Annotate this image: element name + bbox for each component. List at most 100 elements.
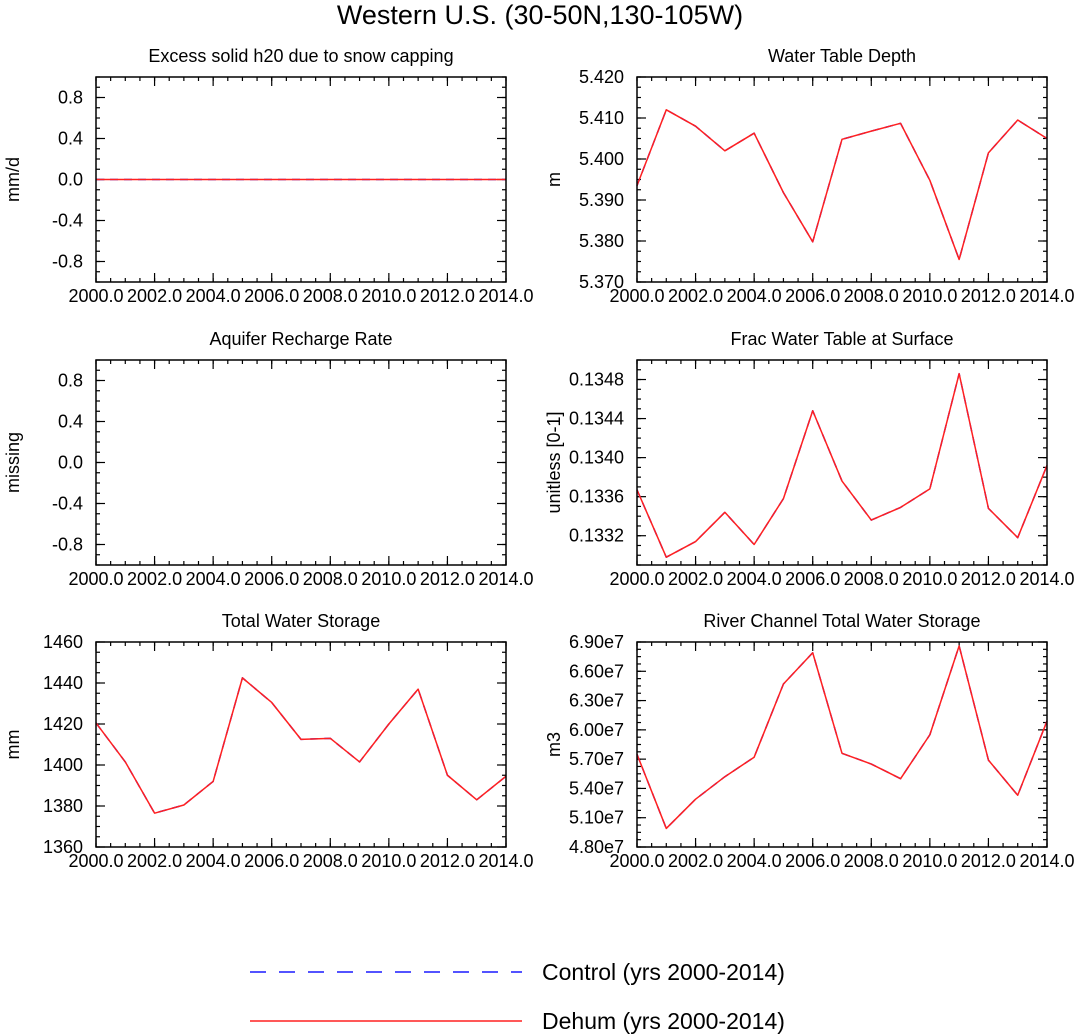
legend: Control (yrs 2000-2014) Dehum (yrs 2000-… — [250, 959, 785, 1034]
series-line-control — [636, 109, 1048, 261]
x-tick-label: 2008.0 — [303, 851, 358, 871]
panel-2: Water Table Depth m 2000.0 2002.0 2004.0 2006… — [544, 46, 1075, 306]
series-line-dehum — [95, 677, 507, 814]
y-axis-label: m3 — [544, 732, 564, 757]
panels: Excess solid h20 due to snow capping mm/d… — [3, 46, 1075, 871]
y-axis-label: mm/d — [3, 157, 23, 202]
x-tick-label: 2002.0 — [668, 286, 723, 306]
x-tick-label: 2000.0 — [68, 851, 123, 871]
x-tick-label: 2004.0 — [186, 286, 241, 306]
panel-title: Total Water Storage — [222, 611, 380, 631]
x-tick-label: 2012.0 — [420, 286, 475, 306]
panel-title: River Channel Total Water Storage — [703, 611, 980, 631]
x-tick-label: 2008.0 — [303, 569, 358, 589]
legend-control-label: Control (yrs 2000-2014) — [542, 959, 785, 985]
y-tick-label: 5.10e7 — [569, 808, 624, 828]
y-axis-label: m — [544, 172, 564, 187]
series-line-control — [636, 372, 1048, 558]
x-tick-label: 2014.0 — [478, 851, 533, 871]
y-tick-label: -0.4 — [52, 211, 83, 231]
x-tick-label: 2006.0 — [785, 569, 840, 589]
y-tick-label: 0.4 — [58, 412, 83, 432]
y-tick-label: -0.4 — [52, 494, 83, 514]
y-tick-label: 0.0 — [58, 170, 83, 190]
series-line-control — [636, 645, 1048, 830]
x-tick-label: 2002.0 — [668, 569, 723, 589]
x-tick-label: 2012.0 — [420, 851, 475, 871]
x-tick-label: 2004.0 — [727, 569, 782, 589]
x-tick-label: 2008.0 — [844, 286, 899, 306]
y-tick-label: 5.370 — [579, 272, 624, 292]
panel-title: Aquifer Recharge Rate — [209, 329, 392, 349]
x-tick-label: 2014.0 — [1019, 851, 1074, 871]
plot-frame — [636, 76, 1048, 283]
x-tick-label: 2004.0 — [186, 569, 241, 589]
y-tick-label: 1400 — [43, 755, 83, 775]
x-tick-label: 2012.0 — [961, 851, 1016, 871]
x-tick-label: 2004.0 — [727, 286, 782, 306]
y-axis-label: unitless [0-1] — [544, 411, 564, 513]
y-tick-label: 0.8 — [58, 371, 83, 391]
panel-5: Total Water Storage mm 2000.0 2002.0 2004.0 2… — [3, 611, 534, 871]
y-tick-label: -0.8 — [52, 535, 83, 555]
y-axis-label: mm — [3, 730, 23, 760]
y-tick-label: 1360 — [43, 837, 83, 857]
series-line-dehum — [636, 372, 1048, 558]
x-tick-label: 2002.0 — [127, 286, 182, 306]
x-tick-label: 2008.0 — [844, 569, 899, 589]
x-tick-label: 2002.0 — [127, 569, 182, 589]
panel-4: Frac Water Table at Surface unitless [0-1… — [544, 329, 1075, 589]
x-tick-label: 2012.0 — [420, 569, 475, 589]
y-tick-label: 1380 — [43, 796, 83, 816]
x-tick-label: 2002.0 — [127, 851, 182, 871]
x-tick-label: 2002.0 — [668, 851, 723, 871]
y-tick-label: 6.90e7 — [569, 632, 624, 652]
x-tick-label: 2010.0 — [361, 286, 416, 306]
x-tick-label: 2000.0 — [609, 569, 664, 589]
x-tick-label: 2010.0 — [902, 569, 957, 589]
y-tick-label: 6.30e7 — [569, 691, 624, 711]
x-tick-label: 2006.0 — [785, 851, 840, 871]
panel-1: Excess solid h20 due to snow capping mm/d… — [3, 46, 534, 306]
panel-title: Frac Water Table at Surface — [730, 329, 953, 349]
y-tick-label: 5.400 — [579, 149, 624, 169]
x-tick-label: 2014.0 — [1019, 569, 1074, 589]
x-tick-label: 2010.0 — [902, 286, 957, 306]
x-tick-label: 2000.0 — [609, 286, 664, 306]
legend-dehum-label: Dehum (yrs 2000-2014) — [542, 1008, 785, 1034]
series-line-control — [95, 677, 507, 814]
y-tick-label: 5.70e7 — [569, 749, 624, 769]
y-tick-label: 6.60e7 — [569, 661, 624, 681]
y-tick-label: 4.80e7 — [569, 837, 624, 857]
x-tick-label: 2008.0 — [844, 851, 899, 871]
panel-3: Aquifer Recharge Rate missing 2000.0 2002.0… — [3, 329, 534, 589]
x-tick-label: 2010.0 — [902, 851, 957, 871]
x-tick-label: 2004.0 — [727, 851, 782, 871]
y-tick-label: 1440 — [43, 673, 83, 693]
x-tick-label: 2008.0 — [303, 286, 358, 306]
x-tick-label: 2014.0 — [478, 569, 533, 589]
y-tick-label: 0.0 — [58, 453, 83, 473]
x-tick-label: 2004.0 — [186, 851, 241, 871]
plot-frame — [636, 359, 1048, 566]
panel-title: Excess solid h20 due to snow capping — [148, 46, 453, 66]
y-tick-label: 5.40e7 — [569, 778, 624, 798]
y-tick-label: 0.1344 — [569, 409, 624, 429]
x-tick-label: 2000.0 — [609, 851, 664, 871]
y-tick-label: 0.1336 — [569, 487, 624, 507]
y-tick-label: 1460 — [43, 632, 83, 652]
plot-frame — [95, 359, 507, 566]
panel-title: Water Table Depth — [768, 46, 916, 66]
y-tick-label: 0.1348 — [569, 370, 624, 390]
y-tick-label: 5.380 — [579, 231, 624, 251]
y-tick-label: 5.410 — [579, 108, 624, 128]
plot-frame — [95, 641, 507, 848]
y-axis-label: missing — [3, 432, 23, 493]
x-tick-label: 2000.0 — [68, 286, 123, 306]
x-tick-label: 2012.0 — [961, 569, 1016, 589]
y-tick-label: 0.1332 — [569, 526, 624, 546]
plot-frame — [95, 76, 507, 283]
x-tick-label: 2014.0 — [478, 286, 533, 306]
series-line-dehum — [636, 109, 1048, 261]
